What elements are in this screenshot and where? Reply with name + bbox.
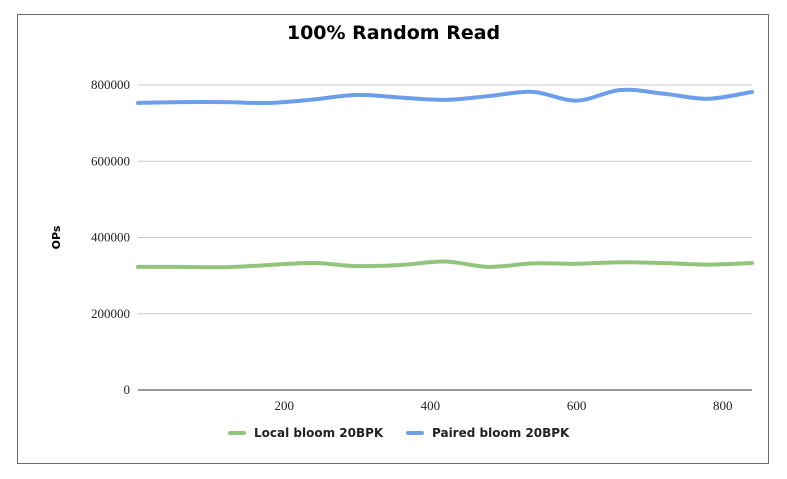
series-line-2	[136, 87, 754, 106]
chart-frame	[17, 14, 769, 464]
y-tick-label: 200000	[91, 306, 130, 321]
legend-label-2: Paired bloom 20BPK	[432, 426, 570, 440]
y-tick-label: 0	[124, 382, 131, 397]
y-axis-ticks: 0 200000 400000 600000 800000	[91, 77, 130, 397]
y-tick-label: 400000	[91, 230, 130, 245]
x-axis-ticks: 200 400 600 800	[274, 398, 732, 413]
series-line-1	[136, 259, 754, 270]
x-tick-label: 600	[567, 398, 587, 413]
series-lines	[136, 87, 754, 270]
x-tick-label: 800	[713, 398, 733, 413]
y-tick-label: 800000	[91, 77, 130, 92]
y-axis-label: OPs	[50, 225, 63, 249]
chart-title: 100% Random Read	[286, 22, 501, 44]
y-tick-label: 600000	[91, 153, 130, 168]
legend-label-1: Local bloom 20BPK	[254, 426, 384, 440]
legend: Local bloom 20BPK Paired bloom 20BPK	[228, 426, 570, 440]
grid-lines	[138, 84, 752, 315]
x-tick-label: 400	[421, 398, 441, 413]
x-tick-label: 200	[274, 398, 294, 413]
